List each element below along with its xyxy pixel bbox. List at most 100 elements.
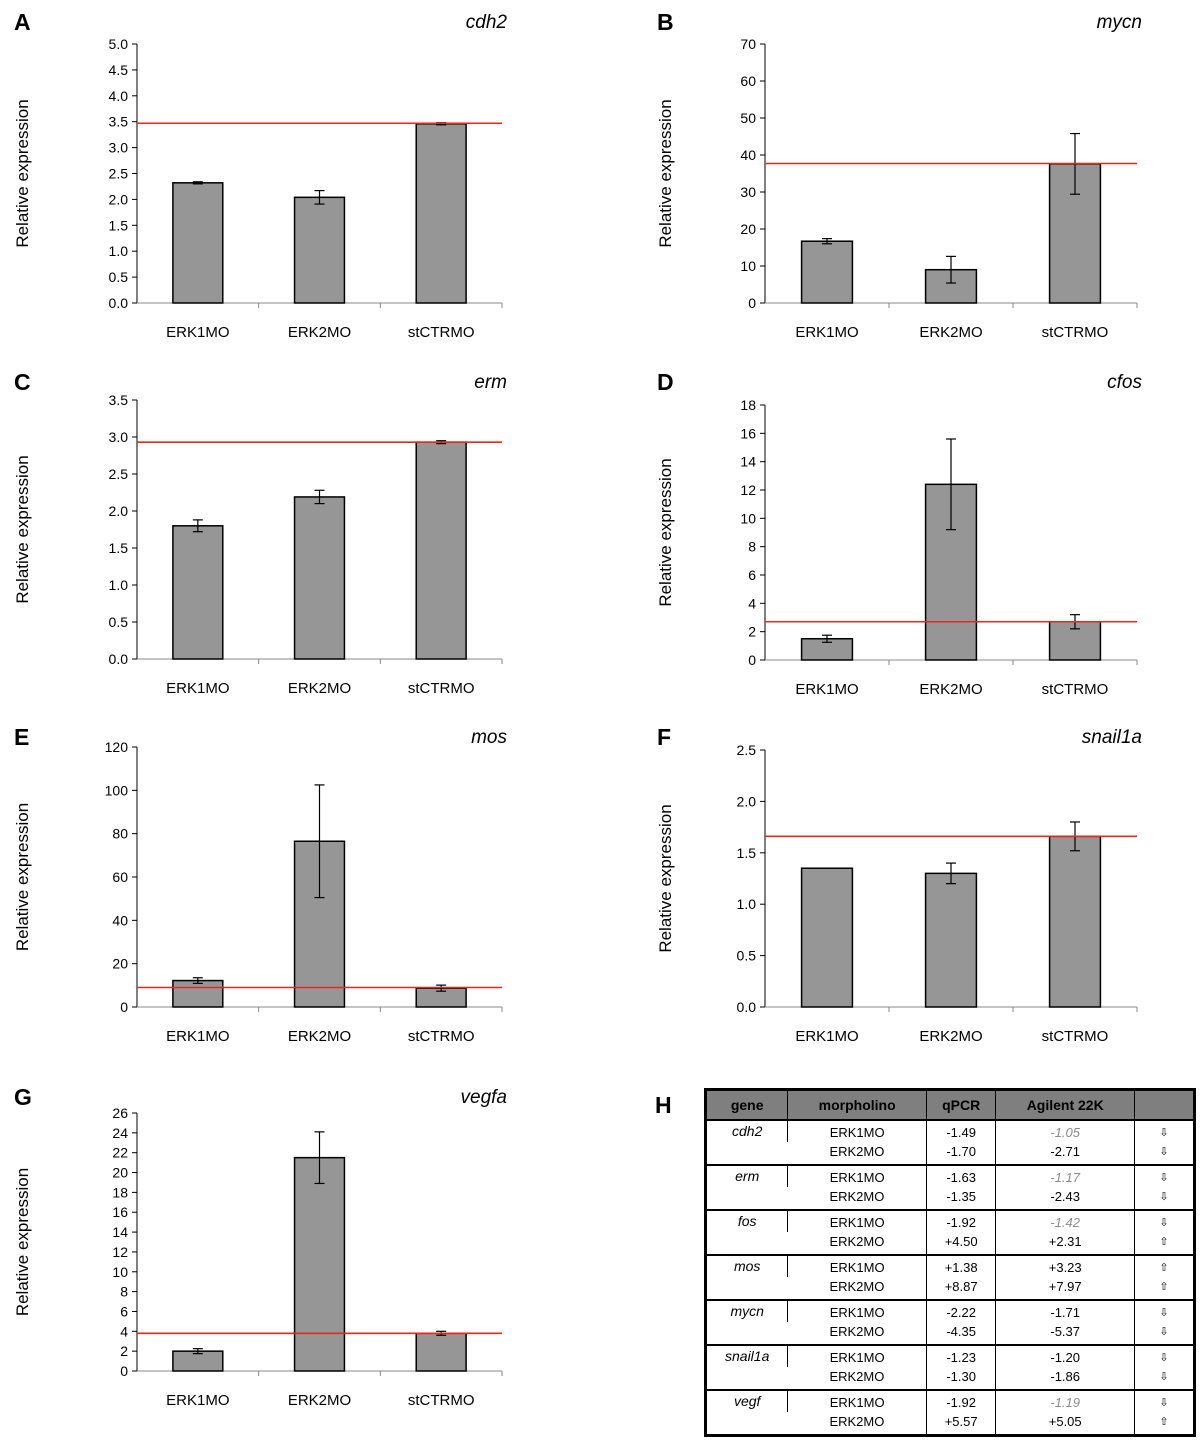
y-tick-label: 14 <box>112 1224 128 1240</box>
agilent-cell: -1.20 <box>995 1344 1135 1367</box>
x-tick-label: ERK2MO <box>919 681 982 698</box>
y-tick-label: 70 <box>740 36 756 52</box>
y-tick-label: 50 <box>740 110 756 126</box>
qpcr-cell: -1.30 <box>925 1367 996 1390</box>
panel-label-h: H <box>655 1092 672 1118</box>
bar <box>293 1156 346 1372</box>
arrow-down-icon: ⇩ <box>1134 1119 1195 1142</box>
gene-cell: mos <box>705 1254 788 1300</box>
morpholino-cell: ERK1MO <box>787 1389 927 1412</box>
table-row: mos ERK1MO +1.38 +3.23 ⇧ <box>705 1254 1195 1300</box>
y-tick-label: 3.0 <box>109 429 129 445</box>
y-tick-label: 120 <box>105 739 129 755</box>
y-tick-label: 6 <box>120 1303 128 1319</box>
gene-cell: mycn <box>705 1299 788 1345</box>
panel-label: E <box>14 724 29 750</box>
y-tick-label: 20 <box>740 221 756 237</box>
y-tick-label: 30 <box>740 184 756 200</box>
bar <box>172 525 224 660</box>
table-row: snail1a ERK1MO -1.23 -1.20 ⇩ <box>705 1344 1195 1390</box>
chart-title: cdh2 <box>466 12 508 33</box>
table-row: ERK2MO -1.70 -2.71 ⇩ <box>706 1142 1195 1165</box>
gene-cell: snail1a <box>705 1344 788 1390</box>
y-axis-label: Relative expression <box>13 1168 32 1316</box>
arrow-down-icon: ⇩ <box>1134 1209 1195 1232</box>
y-tick-label: 60 <box>740 73 756 89</box>
agilent-cell: +3.23 <box>995 1254 1135 1277</box>
y-tick-label: 10 <box>740 258 756 274</box>
gene-cell: fos <box>705 1209 788 1255</box>
chart-title: erm <box>474 372 507 393</box>
gene-cell: erm <box>705 1164 788 1210</box>
arrow-up-icon: ⇧ <box>1134 1232 1195 1255</box>
arrow-down-icon: ⇩ <box>1134 1187 1195 1210</box>
panel-label: B <box>657 9 674 35</box>
y-tick-label: 4 <box>120 1323 128 1339</box>
qpcr-cell: -1.63 <box>925 1164 996 1187</box>
arrow-down-icon: ⇩ <box>1134 1322 1195 1345</box>
y-tick-label: 3.0 <box>109 140 129 156</box>
x-tick-label: ERK1MO <box>166 324 229 341</box>
header-agilent: Agilent 22K <box>995 1089 1135 1120</box>
agilent-cell: +7.97 <box>995 1277 1135 1300</box>
table-row: ERK2MO -1.35 -2.43 ⇩ <box>706 1187 1195 1210</box>
table-row: vegf ERK1MO -1.92 -1.19 ⇩ <box>705 1389 1195 1436</box>
qpcr-cell: +8.87 <box>925 1277 996 1300</box>
y-tick-label: 4.0 <box>109 88 129 104</box>
table-row: mycn ERK1MO -2.22 -1.71 ⇩ <box>705 1299 1195 1345</box>
y-axis-label: Relative expression <box>656 458 675 606</box>
chart-title: cfos <box>1107 372 1142 393</box>
y-tick-label: 24 <box>112 1125 128 1141</box>
chart-title: mycn <box>1097 12 1142 33</box>
y-tick-label: 10 <box>740 510 756 526</box>
qpcr-cell: -4.35 <box>925 1322 996 1345</box>
panel-label: A <box>14 9 31 35</box>
agilent-cell: -1.71 <box>995 1299 1135 1322</box>
y-tick-label: 2 <box>120 1343 128 1359</box>
y-tick-label: 60 <box>112 869 128 885</box>
arrow-down-icon: ⇩ <box>1134 1142 1195 1165</box>
y-tick-label: 3.5 <box>109 114 129 130</box>
x-tick-label: ERK2MO <box>288 1028 351 1045</box>
agilent-cell: -2.43 <box>995 1187 1135 1210</box>
bar <box>415 1332 467 1372</box>
header-direction <box>1134 1089 1195 1120</box>
y-tick-label: 1.0 <box>109 577 129 593</box>
bar <box>415 441 467 660</box>
gene-cell: vegf <box>705 1389 788 1436</box>
y-tick-label: 1.0 <box>737 896 757 912</box>
x-tick-label: ERK1MO <box>795 681 858 698</box>
y-tick-label: 2.5 <box>109 466 129 482</box>
y-axis-label: Relative expression <box>13 455 32 603</box>
table-row: ERK2MO +4.50 +2.31 ⇧ <box>706 1232 1195 1255</box>
agilent-cell: -2.71 <box>995 1142 1135 1165</box>
y-tick-label: 3.5 <box>109 392 129 408</box>
bar <box>415 123 467 304</box>
table-header-row: gene morpholino qPCR Agilent 22K <box>705 1089 1195 1120</box>
agilent-cell: -5.37 <box>995 1322 1135 1345</box>
qpcr-cell: -1.92 <box>925 1389 996 1412</box>
bar <box>172 182 224 304</box>
y-tick-label: 100 <box>105 782 129 798</box>
table-row: ERK2MO -4.35 -5.37 ⇩ <box>706 1322 1195 1345</box>
y-tick-label: 26 <box>112 1105 128 1121</box>
y-tick-label: 0 <box>120 999 128 1015</box>
qpcr-cell: +4.50 <box>925 1232 996 1255</box>
x-tick-label: stCTRMO <box>408 1028 475 1045</box>
x-tick-label: ERK1MO <box>166 1028 229 1045</box>
agilent-cell: -1.17 <box>995 1164 1135 1187</box>
bar <box>800 240 854 304</box>
morpholino-cell: ERK2MO <box>829 1324 885 1339</box>
x-tick-label: stCTRMO <box>1042 1028 1109 1045</box>
y-tick-label: 0.5 <box>737 948 757 964</box>
bar <box>293 496 346 660</box>
bar <box>924 872 978 1008</box>
agilent-cell: -1.05 <box>995 1119 1135 1142</box>
y-tick-label: 18 <box>740 397 756 413</box>
